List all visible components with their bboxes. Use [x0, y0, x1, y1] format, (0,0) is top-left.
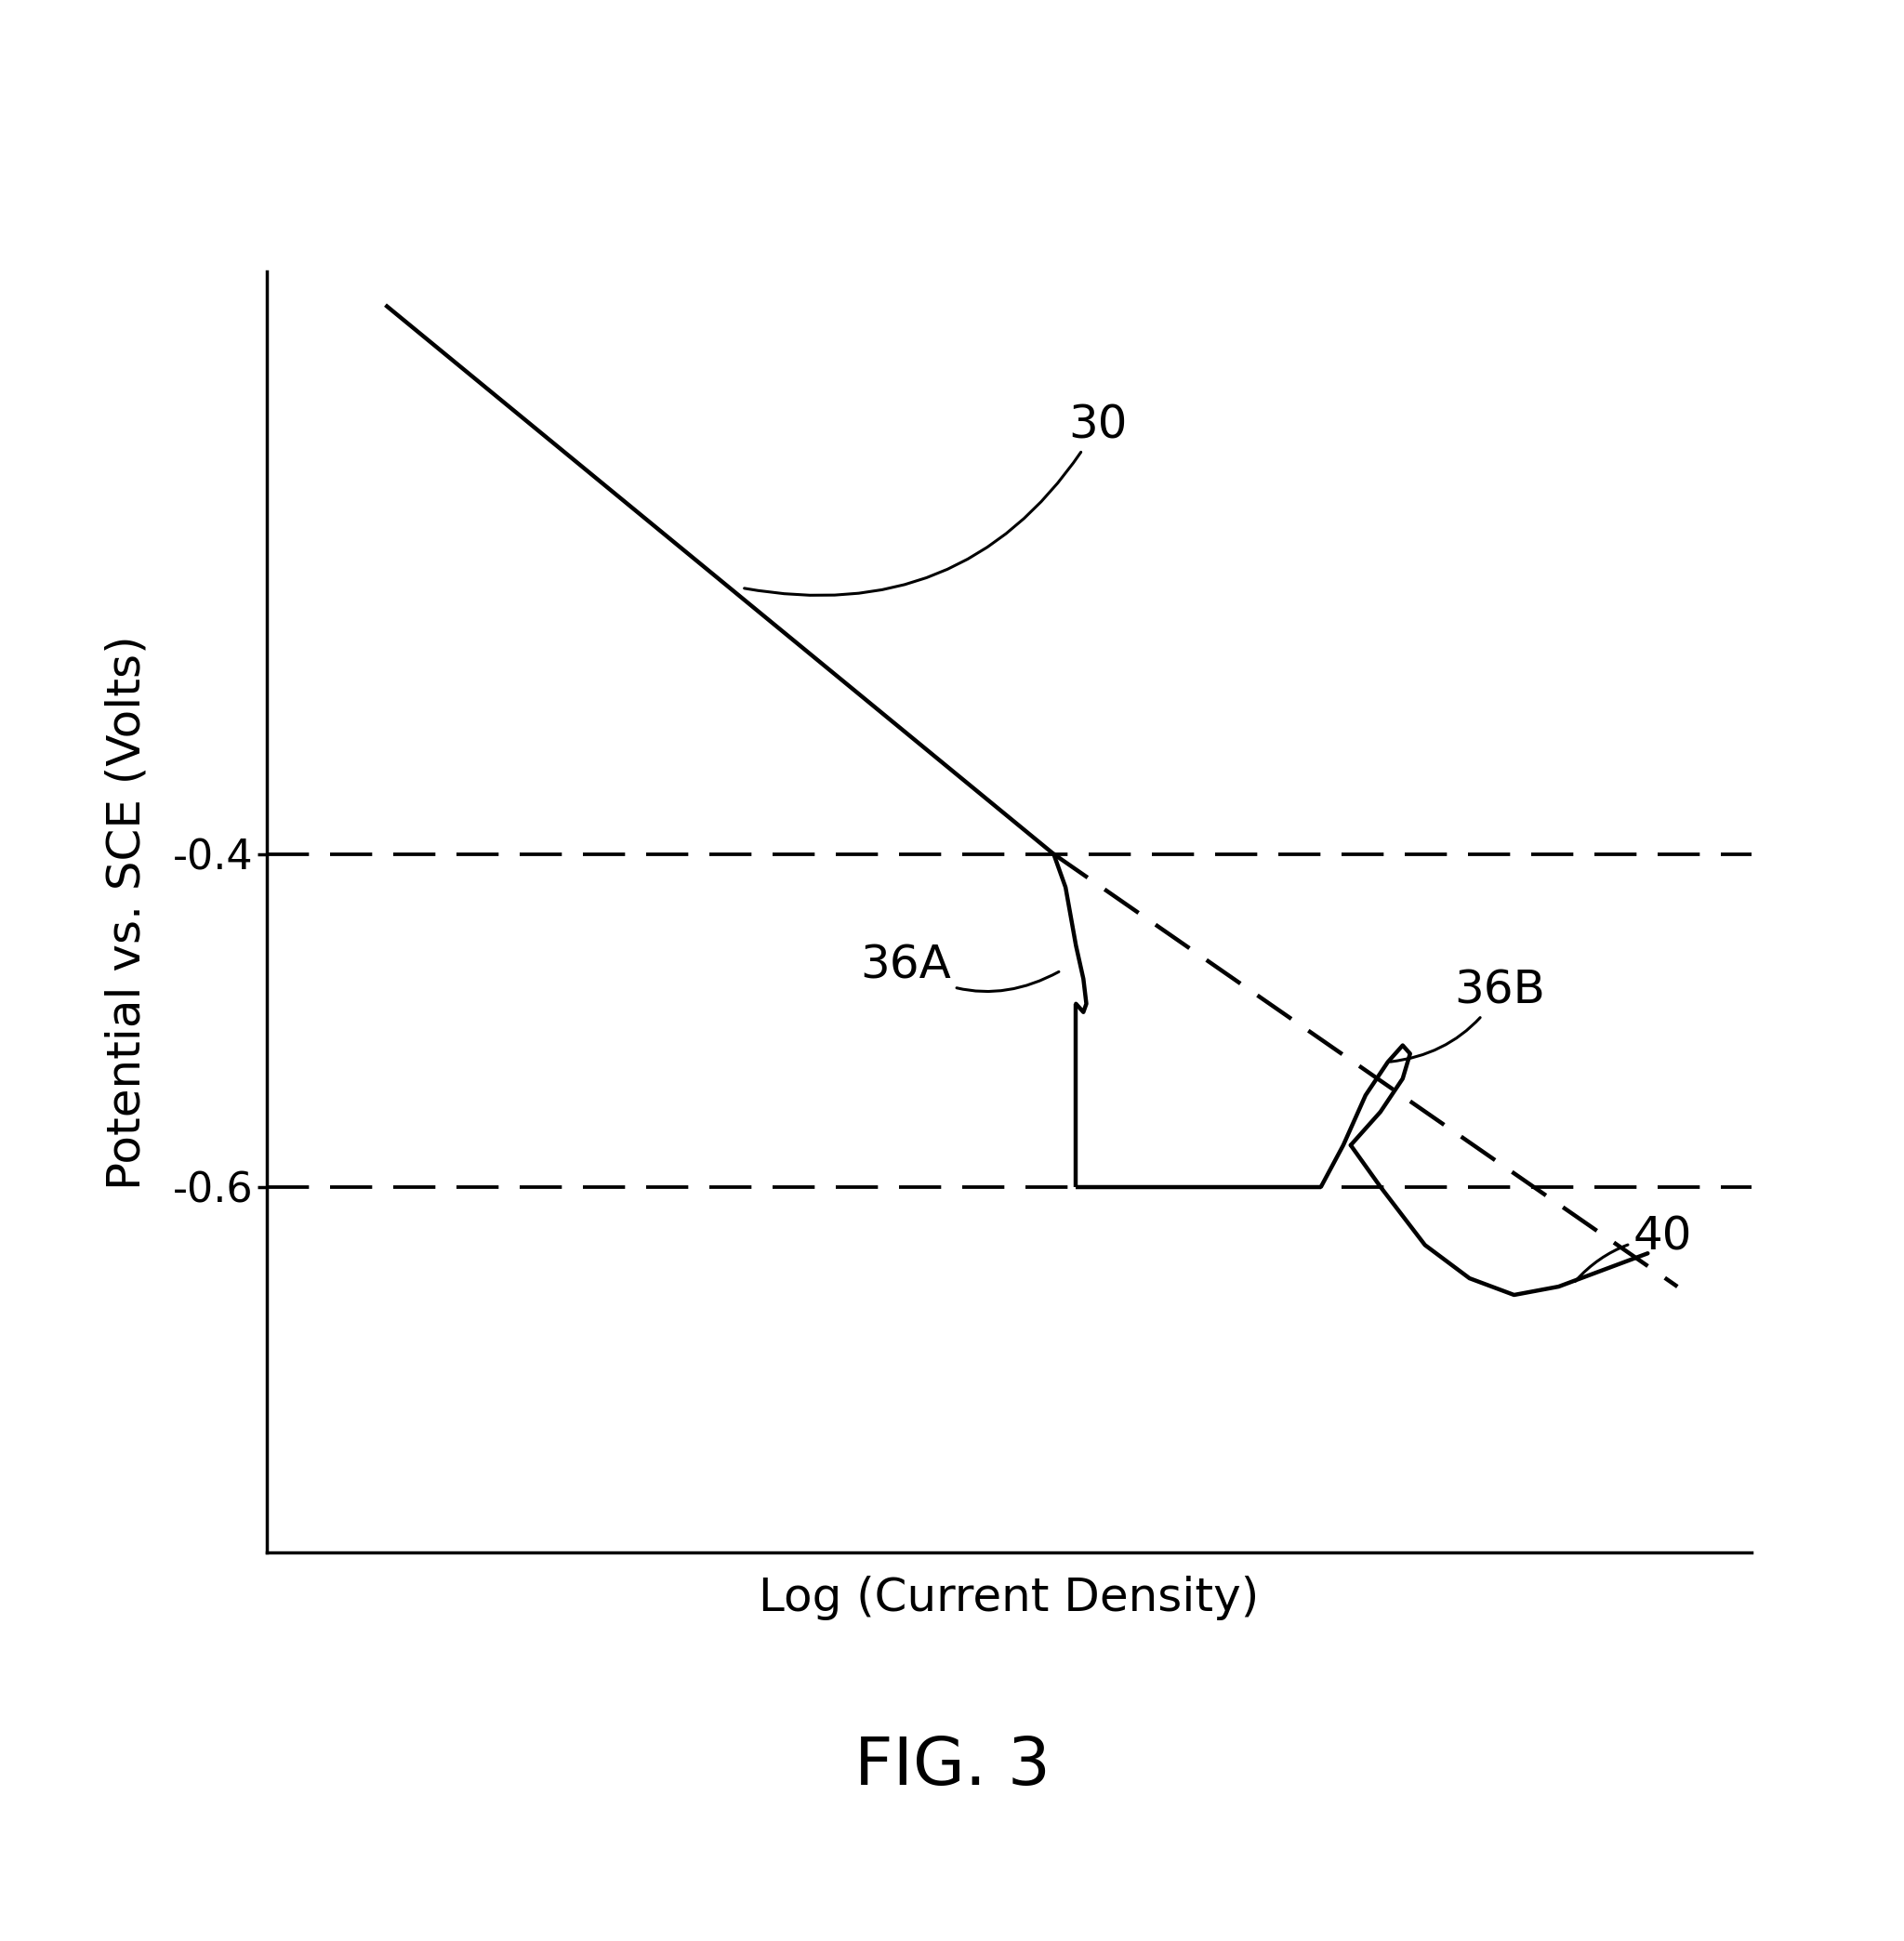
Text: 40: 40: [1575, 1215, 1693, 1281]
Text: 30: 30: [744, 404, 1127, 596]
Text: FIG. 3: FIG. 3: [855, 1733, 1049, 1799]
Text: 36A: 36A: [861, 943, 1059, 992]
Y-axis label: Potential vs. SCE (Volts): Potential vs. SCE (Volts): [105, 635, 149, 1190]
X-axis label: Log (Current Density): Log (Current Density): [760, 1576, 1259, 1621]
Text: 36B: 36B: [1390, 969, 1546, 1062]
